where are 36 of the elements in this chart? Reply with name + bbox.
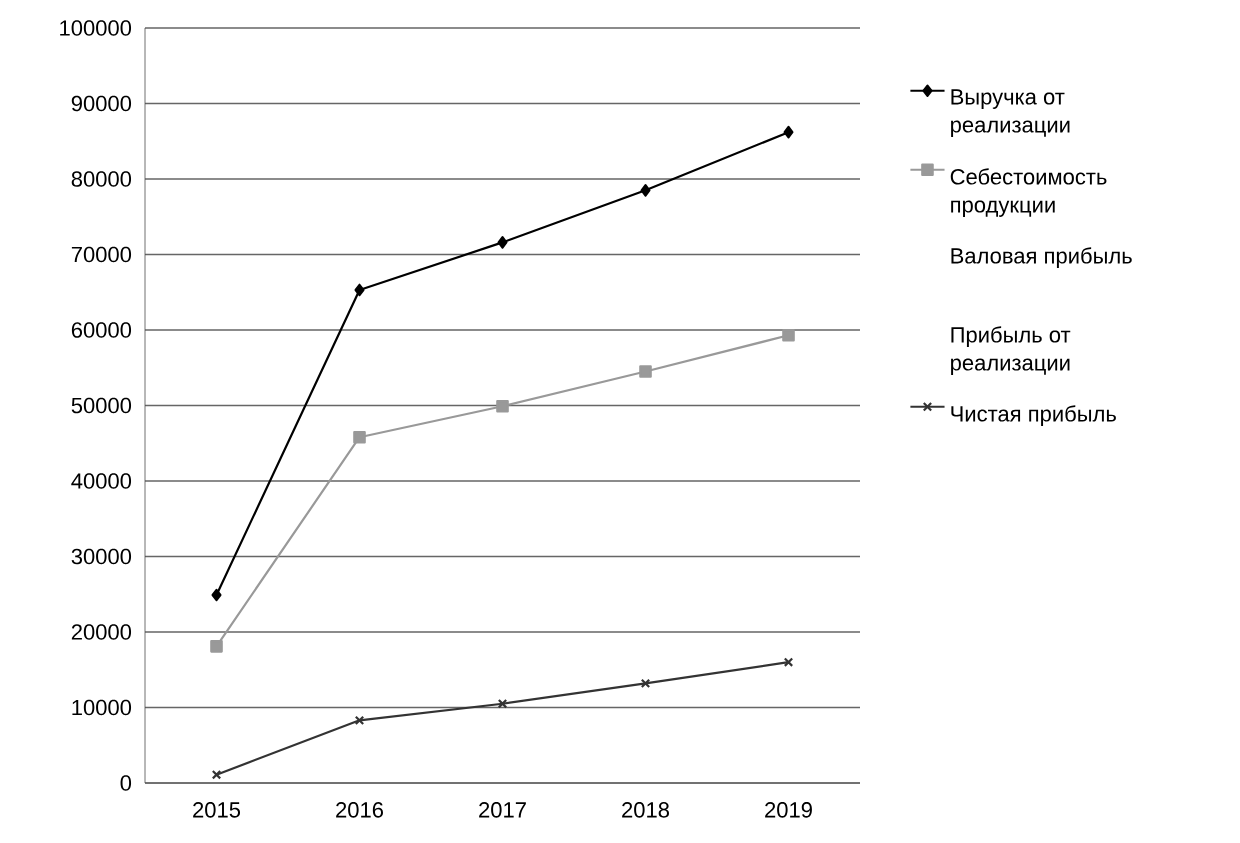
text: Прибыль от реализации xyxy=(951,326,1071,375)
legend-label: Себестоимость продукции xyxy=(950,168,1107,217)
y-tick-label: 60000 xyxy=(71,322,132,338)
point xyxy=(211,769,222,780)
y-tick-label: 100000 xyxy=(60,20,132,36)
y-tick-label: 80000 xyxy=(71,171,132,187)
x-tick-label: 2015 xyxy=(193,802,241,818)
point xyxy=(496,399,509,413)
point xyxy=(354,715,365,726)
point xyxy=(783,125,794,139)
y-tick-label: 90000 xyxy=(71,95,132,112)
x-tick-label: 2018 xyxy=(622,802,669,818)
point xyxy=(782,328,795,342)
y-tick-label: 0 xyxy=(120,775,132,791)
point xyxy=(640,678,651,689)
legend-label: Выручка от реализации xyxy=(951,89,1070,137)
y-tick-label: 20000 xyxy=(71,624,132,640)
y-tick-label: 50000 xyxy=(71,397,132,414)
point xyxy=(783,657,794,667)
point xyxy=(211,588,222,602)
point xyxy=(354,283,365,297)
point xyxy=(639,365,652,378)
x-tick-label: 2016 xyxy=(336,802,383,818)
y-tick-label: 40000 xyxy=(71,473,132,489)
point xyxy=(353,430,366,444)
x-tick-label: 2019 xyxy=(765,802,812,818)
point xyxy=(497,236,508,249)
legend-label: Чистая прибыль xyxy=(951,405,1116,426)
y-tick-label: 70000 xyxy=(71,246,132,263)
y-tick-label: 30000 xyxy=(71,548,132,565)
point xyxy=(210,640,223,653)
text: Валовая прибыль xyxy=(951,247,1132,268)
point xyxy=(640,184,651,197)
y-tick-label: 10000 xyxy=(72,699,132,716)
x-tick-label: 2017 xyxy=(479,802,526,818)
point xyxy=(497,698,508,709)
